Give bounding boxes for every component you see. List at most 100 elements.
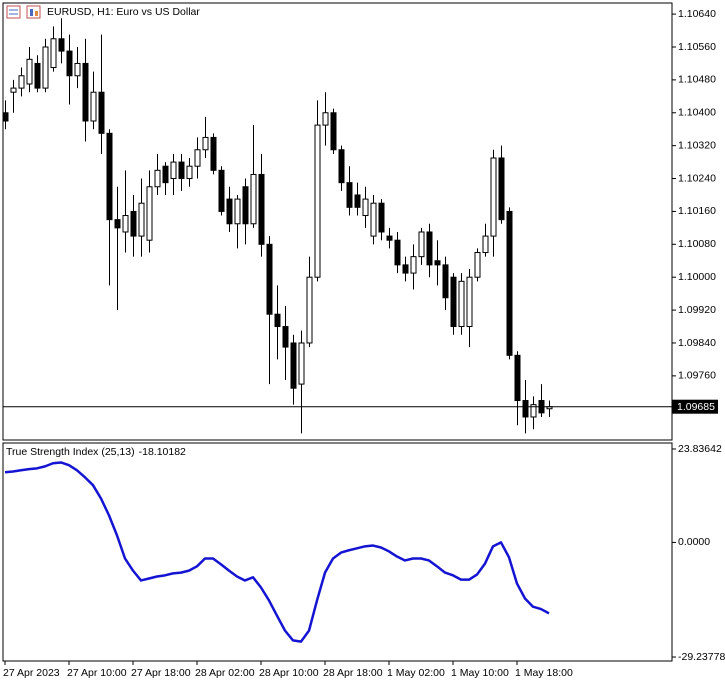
candle-body: [98, 91, 105, 134]
candle-body: [42, 46, 49, 89]
candle-body: [514, 354, 521, 402]
price-panel-frame: [2, 2, 673, 441]
y-tick-label: 1.10480: [678, 74, 716, 86]
candle-body: [114, 219, 121, 229]
candle-body: [418, 231, 425, 258]
candle-body: [274, 313, 281, 328]
price-label: 1.09685: [677, 401, 715, 413]
candle-body: [426, 231, 433, 266]
x-tick-label: 1 May 10:00: [451, 667, 509, 679]
candle-body: [354, 194, 361, 208]
candle-body: [218, 169, 225, 212]
candle-body: [466, 276, 473, 328]
candle-body: [346, 182, 353, 208]
x-tick-label: 27 Apr 10:00: [67, 667, 127, 679]
price-label-box: [672, 399, 718, 414]
candle-body: [210, 136, 217, 171]
icon-list: [6, 5, 21, 19]
y-tick-label: 0.0000: [678, 536, 710, 548]
candle-body: [162, 165, 169, 184]
candle-body: [394, 239, 401, 266]
candle-body: [338, 149, 345, 184]
candle-body: [402, 264, 409, 274]
candle-body: [290, 342, 297, 389]
x-tick-label: 27 Apr 18:00: [131, 667, 191, 679]
x-tick-label: 1 May 02:00: [387, 667, 445, 679]
candle-body: [250, 173, 257, 225]
candle-body: [106, 132, 113, 221]
candle-body: [306, 276, 313, 344]
y-tick-label: 1.10000: [678, 271, 716, 283]
candle-body: [362, 198, 369, 217]
candle-body: [178, 161, 185, 180]
candle-body: [322, 112, 329, 126]
y-tick-label: 1.10640: [678, 8, 716, 20]
candle-body: [10, 87, 17, 93]
candle-body: [2, 112, 9, 122]
candle-body: [530, 404, 537, 418]
candle-body: [386, 235, 393, 241]
candle-body: [298, 342, 305, 385]
candle-body: [258, 173, 265, 245]
candle-body: [66, 50, 73, 77]
candle-body: [314, 124, 321, 278]
y-tick-label: 1.10320: [678, 139, 716, 151]
indicator-panel-frame: [2, 442, 673, 662]
x-tick-label: 27 Apr 2023: [3, 667, 60, 679]
x-tick-label: 28 Apr 10:00: [259, 667, 319, 679]
candle-body: [50, 38, 57, 69]
candle-body: [506, 210, 513, 356]
chart-title: EURUSD, H1: Euro vs US Dollar: [47, 6, 200, 18]
candle-body: [458, 280, 465, 328]
candle-body: [170, 161, 177, 180]
candle-body: [34, 62, 41, 89]
y-tick-label: 1.10400: [678, 107, 716, 119]
candle-body: [450, 276, 457, 328]
y-tick-label: 1.09840: [678, 337, 716, 349]
y-tick-label: 1.09920: [678, 304, 716, 316]
candle-body: [410, 256, 417, 274]
indicator-value: -18.10182: [139, 446, 186, 458]
candle-body: [58, 38, 65, 52]
icon-chart: [26, 5, 41, 19]
candle-body: [202, 136, 209, 151]
candle-body: [434, 260, 441, 266]
candle-body: [18, 75, 25, 89]
candle-body: [370, 202, 377, 237]
x-tick-label: 28 Apr 02:00: [195, 667, 255, 679]
candle-body: [242, 186, 249, 225]
x-tick-label: 1 May 18:00: [515, 667, 573, 679]
y-tick-label: 1.10560: [678, 41, 716, 53]
candle-body: [234, 198, 241, 225]
candle-body: [498, 157, 505, 221]
indicator-title: True Strength Index (25,13): [6, 446, 135, 458]
candle-body: [138, 202, 145, 237]
candle-body: [490, 157, 497, 237]
icon-bar: [30, 9, 33, 16]
candle-body: [186, 165, 193, 180]
y-tick-label: 1.10240: [678, 172, 716, 184]
candle-body: [130, 210, 137, 237]
candle-body: [26, 58, 33, 85]
candle-body: [330, 112, 337, 151]
y-tick-label: 1.10080: [678, 238, 716, 250]
candle-body: [154, 169, 161, 188]
x-tick-label: 28 Apr 18:00: [323, 667, 383, 679]
candle-body: [442, 264, 449, 299]
candle-body: [194, 149, 201, 167]
chart-icons: [6, 5, 41, 19]
candle-body: [146, 186, 153, 241]
candle-body: [474, 252, 481, 278]
y-tick-label: 1.10160: [678, 205, 716, 217]
candle-body: [282, 326, 289, 348]
candle-body: [522, 400, 529, 418]
y-tick-label: 23.83642: [678, 443, 722, 455]
indicator-line: [4, 461, 550, 643]
candle-body: [482, 235, 489, 254]
candle-body: [266, 243, 273, 315]
candle-body: [90, 91, 97, 122]
candle-body: [74, 62, 81, 77]
y-tick-label: -29.23778: [678, 651, 725, 663]
